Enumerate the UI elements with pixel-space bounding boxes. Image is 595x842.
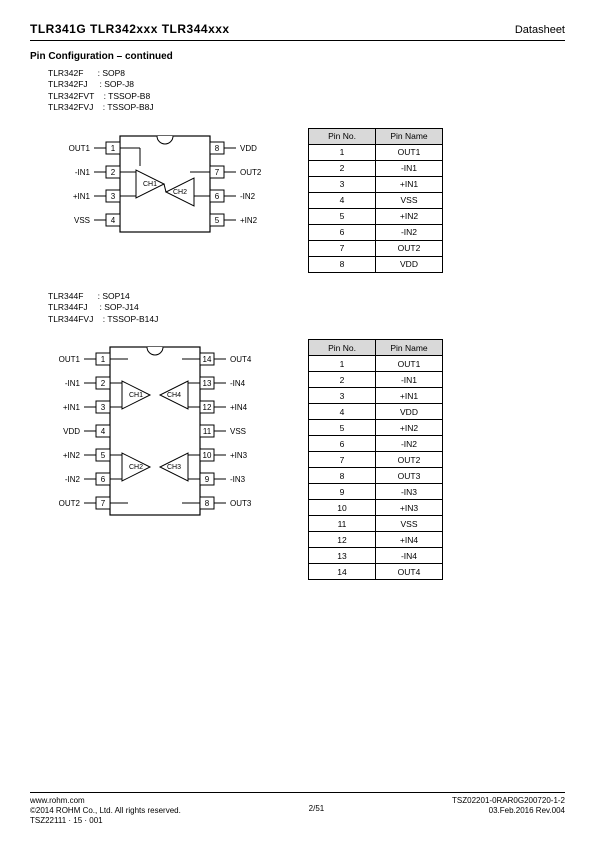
svg-text:OUT2: OUT2 bbox=[59, 499, 81, 508]
pin-table-14: Pin No. Pin Name 1OUT12-IN13+IN14VDD5+IN… bbox=[308, 339, 443, 580]
table-row: 2-IN1 bbox=[309, 160, 443, 176]
svg-text:CH1: CH1 bbox=[143, 181, 157, 188]
col-header-pinno: Pin No. bbox=[309, 128, 376, 144]
svg-text:3: 3 bbox=[101, 403, 106, 412]
section-title: Pin Configuration – continued bbox=[30, 51, 565, 62]
svg-text:CH2: CH2 bbox=[173, 189, 187, 196]
svg-text:7: 7 bbox=[101, 499, 106, 508]
svg-text:+IN4: +IN4 bbox=[230, 403, 248, 412]
table-row: 2-IN1 bbox=[309, 372, 443, 388]
col-header-pinno: Pin No. bbox=[309, 340, 376, 356]
svg-text:8: 8 bbox=[215, 144, 220, 153]
table-row: 9-IN3 bbox=[309, 484, 443, 500]
svg-text:2: 2 bbox=[101, 379, 106, 388]
svg-text:VSS: VSS bbox=[230, 427, 246, 436]
svg-text:+IN2: +IN2 bbox=[63, 451, 81, 460]
table-row: 11VSS bbox=[309, 516, 443, 532]
svg-text:OUT2: OUT2 bbox=[240, 168, 262, 177]
page-number: 2/51 bbox=[309, 804, 325, 813]
svg-text:OUT4: OUT4 bbox=[230, 355, 252, 364]
footer-code: TSZ22111 · 15 · 001 bbox=[30, 816, 181, 826]
footer-docnum: TSZ02201-0RAR0G200720-1-2 bbox=[452, 796, 565, 806]
svg-text:5: 5 bbox=[215, 216, 220, 225]
table-row: 7OUT2 bbox=[309, 240, 443, 256]
svg-text:VDD: VDD bbox=[240, 144, 257, 153]
col-header-pinname: Pin Name bbox=[376, 340, 443, 356]
page-header: TLR341G TLR342xxx TLR344xxx Datasheet bbox=[30, 22, 565, 41]
svg-text:OUT1: OUT1 bbox=[69, 144, 91, 153]
table-row: 5+IN2 bbox=[309, 208, 443, 224]
table-row: 1OUT1 bbox=[309, 144, 443, 160]
svg-text:+IN2: +IN2 bbox=[240, 216, 258, 225]
table-row: 3+IN1 bbox=[309, 176, 443, 192]
svg-text:7: 7 bbox=[215, 168, 220, 177]
svg-text:-IN1: -IN1 bbox=[75, 168, 91, 177]
diagram-8pin: 1 OUT1 2 -IN1 3 +IN1 4 VSS 8 VDD 7 OUT2 6 -IN2 5 +IN2 CH… bbox=[30, 128, 280, 258]
svg-text:6: 6 bbox=[101, 475, 106, 484]
svg-text:11: 11 bbox=[203, 427, 212, 436]
table-row: 4VSS bbox=[309, 192, 443, 208]
footer-url: www.rohm.com bbox=[30, 796, 181, 806]
svg-text:CH3: CH3 bbox=[167, 464, 181, 471]
svg-text:8: 8 bbox=[205, 499, 210, 508]
table-row: 4VDD bbox=[309, 404, 443, 420]
svg-text:10: 10 bbox=[203, 451, 212, 460]
pin-table-8: Pin No. Pin Name 1OUT12-IN13+IN14VSS5+IN… bbox=[308, 128, 443, 273]
svg-text:-IN1: -IN1 bbox=[65, 379, 81, 388]
package-list-14pin: TLR344F : SOP14TLR344FJ : SOP-J14TLR344F… bbox=[48, 291, 565, 325]
svg-text:4: 4 bbox=[101, 427, 106, 436]
svg-text:CH2: CH2 bbox=[129, 464, 143, 471]
header-doc-type: Datasheet bbox=[515, 24, 565, 36]
svg-text:9: 9 bbox=[205, 475, 210, 484]
table-row: 8VDD bbox=[309, 256, 443, 272]
svg-text:12: 12 bbox=[203, 403, 212, 412]
table-row: 1OUT1 bbox=[309, 356, 443, 372]
table-row: 13-IN4 bbox=[309, 548, 443, 564]
col-header-pinname: Pin Name bbox=[376, 128, 443, 144]
svg-text:5: 5 bbox=[101, 451, 106, 460]
svg-text:-IN2: -IN2 bbox=[65, 475, 81, 484]
svg-text:OUT3: OUT3 bbox=[230, 499, 252, 508]
svg-text:2: 2 bbox=[111, 168, 116, 177]
header-parts: TLR341G TLR342xxx TLR344xxx bbox=[30, 22, 230, 36]
svg-text:13: 13 bbox=[203, 379, 212, 388]
table-row: 3+IN1 bbox=[309, 388, 443, 404]
table-row: 8OUT3 bbox=[309, 468, 443, 484]
svg-text:-IN4: -IN4 bbox=[230, 379, 246, 388]
svg-text:14: 14 bbox=[203, 355, 212, 364]
svg-text:CH4: CH4 bbox=[167, 392, 181, 399]
svg-text:+IN1: +IN1 bbox=[73, 192, 91, 201]
svg-text:4: 4 bbox=[111, 216, 116, 225]
table-row: 6-IN2 bbox=[309, 224, 443, 240]
svg-text:VSS: VSS bbox=[74, 216, 90, 225]
table-row: 14OUT4 bbox=[309, 564, 443, 580]
svg-text:-IN3: -IN3 bbox=[230, 475, 246, 484]
table-row: 10+IN3 bbox=[309, 500, 443, 516]
svg-text:1: 1 bbox=[111, 144, 116, 153]
svg-text:+IN3: +IN3 bbox=[230, 451, 248, 460]
svg-text:VDD: VDD bbox=[63, 427, 80, 436]
diagram-14pin: 1 OUT1 2 -IN1 3 +IN1 4 VDD 5 +IN2 6 -IN2 7 OUT2 14 OUT4… bbox=[30, 339, 280, 539]
footer-rev: 03.Feb.2016 Rev.004 bbox=[452, 806, 565, 816]
table-row: 6-IN2 bbox=[309, 436, 443, 452]
svg-text:-IN2: -IN2 bbox=[240, 192, 256, 201]
svg-text:CH1: CH1 bbox=[129, 392, 143, 399]
table-row: 12+IN4 bbox=[309, 532, 443, 548]
svg-text:3: 3 bbox=[111, 192, 116, 201]
table-row: 7OUT2 bbox=[309, 452, 443, 468]
svg-text:6: 6 bbox=[215, 192, 220, 201]
svg-text:+IN1: +IN1 bbox=[63, 403, 81, 412]
table-row: 5+IN2 bbox=[309, 420, 443, 436]
svg-text:OUT1: OUT1 bbox=[59, 355, 81, 364]
svg-text:1: 1 bbox=[101, 355, 106, 364]
footer-copyright: ©2014 ROHM Co., Ltd. All rights reserved… bbox=[30, 806, 181, 816]
page-footer: www.rohm.com ©2014 ROHM Co., Ltd. All ri… bbox=[30, 792, 565, 826]
package-list-8pin: TLR342F : SOP8TLR342FJ : SOP-J8TLR342FVT… bbox=[48, 68, 565, 114]
